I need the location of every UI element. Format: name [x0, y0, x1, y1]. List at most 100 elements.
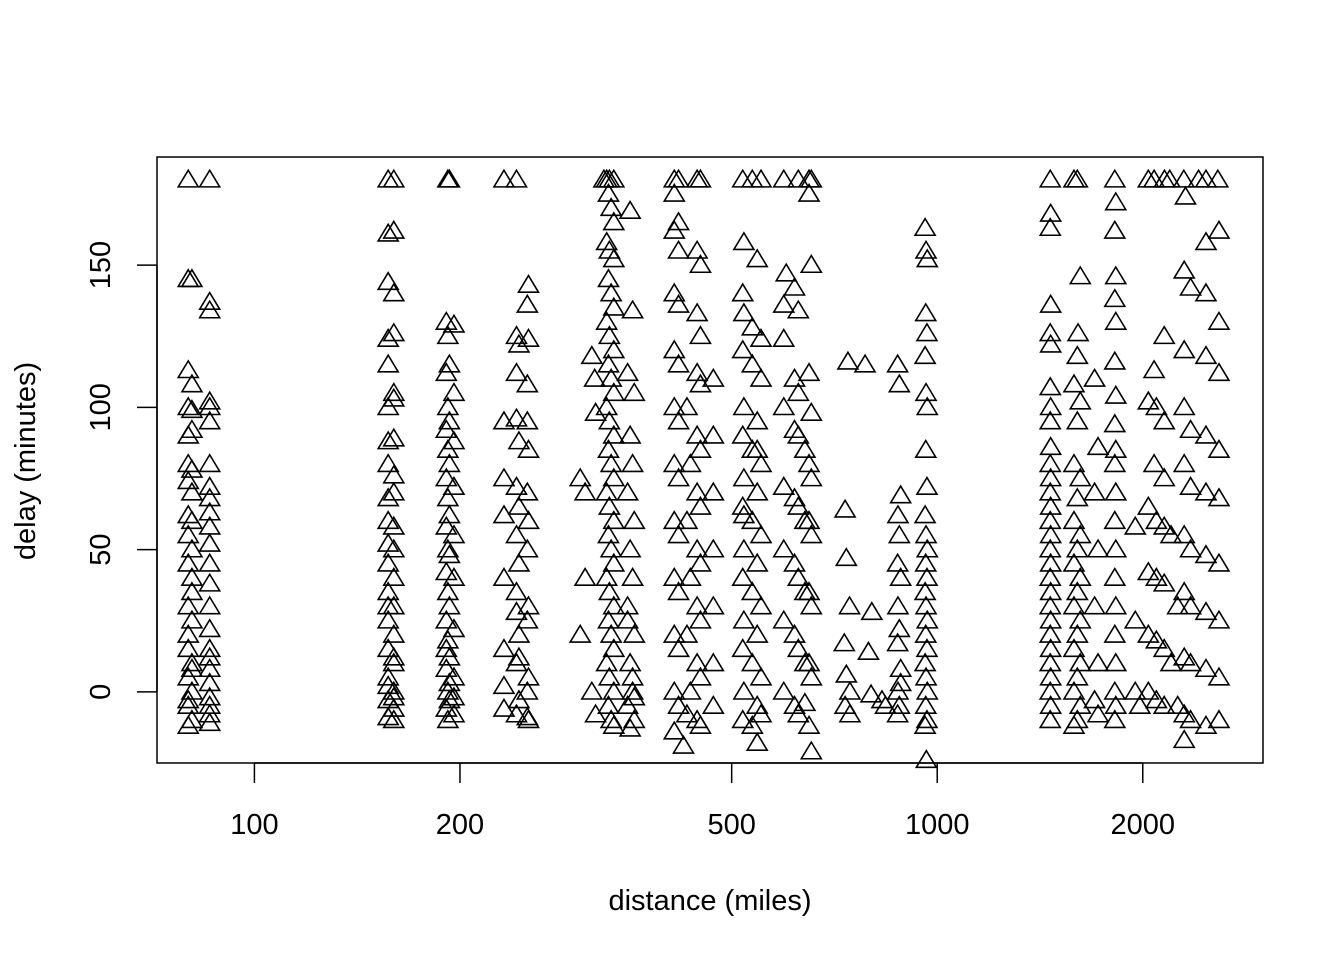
data-point — [685, 652, 709, 672]
data-point — [701, 538, 725, 558]
data-point — [622, 623, 646, 643]
data-point — [731, 709, 755, 729]
data-point — [740, 316, 764, 336]
data-point — [198, 168, 222, 188]
data-point — [595, 396, 619, 416]
data-point — [492, 675, 516, 695]
data-point — [772, 475, 796, 495]
data-point — [1038, 567, 1062, 586]
data-point — [198, 646, 222, 666]
data-point — [376, 271, 400, 291]
data-point — [434, 515, 458, 535]
data-point — [701, 481, 725, 501]
data-point — [1062, 373, 1086, 393]
data-point — [740, 652, 764, 672]
data-point — [836, 350, 860, 370]
data-point — [685, 362, 709, 382]
data-point — [198, 532, 222, 552]
data-point — [662, 567, 686, 586]
data-point — [198, 572, 222, 592]
data-point — [1144, 689, 1168, 709]
data-point — [1039, 293, 1063, 313]
y-tick-label: 100 — [85, 383, 117, 431]
data-point — [701, 595, 725, 615]
y-axis: 0 50 100 150 — [85, 241, 158, 700]
data-point — [180, 268, 204, 288]
data-point — [662, 219, 686, 239]
data-point — [749, 666, 773, 686]
data-points — [176, 168, 1231, 769]
data-point — [198, 475, 222, 495]
data-point — [442, 524, 466, 544]
data-point — [783, 487, 806, 507]
data-point — [517, 438, 540, 458]
data-point — [914, 524, 938, 544]
data-point — [859, 683, 883, 703]
data-point — [772, 396, 796, 416]
data-point — [797, 182, 821, 202]
data-point — [198, 487, 222, 507]
data-point — [745, 410, 769, 430]
data-point — [621, 453, 645, 473]
data-point — [1179, 709, 1203, 729]
data-point — [1062, 168, 1086, 188]
data-point — [662, 396, 686, 416]
data-point — [198, 638, 222, 658]
data-point — [783, 695, 806, 715]
data-point — [599, 197, 623, 217]
data-point — [915, 322, 939, 342]
data-point — [1172, 168, 1196, 188]
data-point — [1194, 601, 1218, 621]
data-point — [701, 367, 725, 387]
data-point — [685, 595, 709, 615]
data-point — [857, 640, 880, 660]
data-point — [1038, 481, 1062, 501]
data-point — [1152, 638, 1176, 658]
data-point — [799, 402, 823, 421]
data-point — [689, 495, 712, 515]
data-point — [1166, 595, 1190, 615]
data-point — [437, 672, 461, 692]
data-point — [915, 709, 939, 729]
data-point — [685, 168, 709, 188]
data-point — [515, 293, 539, 313]
data-point — [1103, 623, 1127, 643]
data-point — [602, 168, 626, 188]
data-point — [889, 658, 913, 678]
data-point — [1207, 219, 1231, 239]
data-point — [1207, 438, 1231, 458]
data-point — [886, 552, 910, 572]
data-point — [180, 567, 204, 586]
data-point — [799, 666, 823, 686]
data-point — [667, 168, 690, 188]
x-tick-label: 200 — [436, 809, 484, 841]
data-point — [1038, 168, 1062, 188]
data-point — [793, 652, 817, 672]
data-point — [783, 367, 806, 387]
data-point — [1083, 367, 1106, 387]
data-point — [1172, 729, 1196, 749]
data-point — [1068, 524, 1092, 544]
data-point — [1136, 561, 1160, 581]
data-point — [731, 282, 755, 302]
data-point — [1207, 310, 1231, 330]
data-point — [689, 373, 712, 393]
data-point — [515, 410, 539, 430]
data-point — [749, 595, 773, 615]
data-point — [745, 623, 769, 643]
data-point — [515, 373, 539, 393]
data-point — [1104, 310, 1128, 330]
data-point — [1039, 552, 1063, 572]
data-point — [678, 453, 702, 473]
data-point — [1068, 567, 1092, 586]
data-point — [914, 438, 938, 458]
data-point — [176, 552, 200, 572]
data-point — [492, 168, 516, 188]
data-point — [436, 629, 460, 649]
data-point — [1172, 259, 1196, 279]
data-point — [382, 322, 406, 342]
x-tick-label: 1000 — [905, 809, 970, 841]
data-point — [1068, 390, 1092, 410]
data-point — [376, 353, 400, 373]
data-point — [834, 663, 858, 683]
